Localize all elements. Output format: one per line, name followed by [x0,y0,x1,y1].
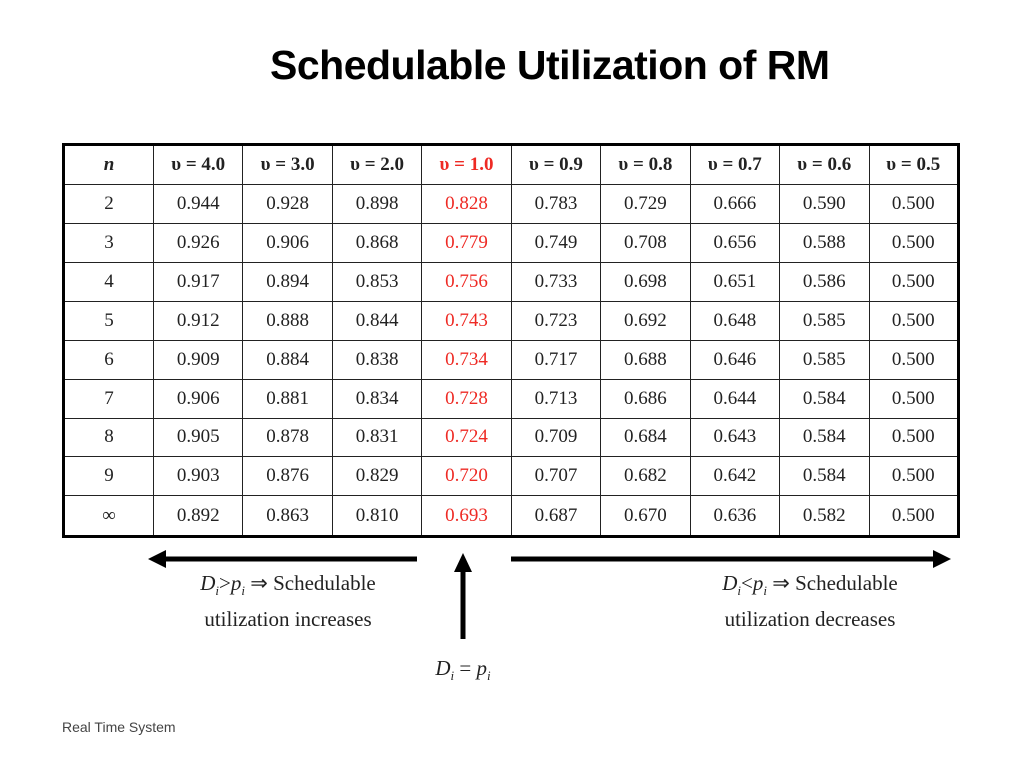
table-cell: 0.928 [242,184,333,224]
table-cell: 0.944 [152,184,244,224]
table-cell: 0.708 [600,222,691,263]
table-cell: 0.684 [600,417,691,458]
table-cell: 0.707 [510,456,602,497]
table-cell: 0.636 [689,495,781,537]
slide-title: Schedulable Utilization of RM [270,42,830,88]
table-cell: 0.500 [868,456,959,497]
table-cell: 0.743 [421,300,512,341]
table-cell: 0.881 [242,378,333,419]
right-annotation: Di<pi ⇒ Schedulable utilization decrease… [722,571,898,632]
table-cell: 0.644 [689,378,781,419]
table-cell: 0.733 [510,261,602,302]
header-1: υ = 3.0 [242,144,333,185]
table-cell: 0.713 [510,378,602,419]
table-cell: 0.729 [600,184,691,224]
table-cell: 0.749 [510,222,602,263]
header-0: υ = 4.0 [152,144,244,185]
table-cell: 0.892 [152,495,244,537]
table-cell: 0.903 [152,456,244,497]
table-cell: 0.884 [242,339,333,380]
table-cell: 0.500 [868,222,959,263]
row-n: 8 [63,417,154,458]
table-cell: 0.687 [510,495,602,537]
table-row: 5 0.912 0.888 0.844 0.743 0.723 0.692 0.648 0.58… [63,300,959,341]
left-annotation: Di>pi ⇒ Schedulable utilization increase… [200,571,376,632]
table-row: 3 0.926 0.906 0.868 0.779 0.749 0.708 0.656 0.58… [63,222,959,263]
right-arrow [511,550,951,568]
table-cell: 0.909 [152,339,244,380]
table-cell: 0.584 [779,456,870,497]
table-cell: 0.585 [779,339,870,380]
table-cell: 0.838 [331,339,423,380]
table-cell: 0.682 [600,456,691,497]
utilization-table: n υ = 4.0 υ = 3.0 υ = 2.0 υ = 1.0 υ = 0.9 υ =… [62,143,960,538]
table-cell: 0.500 [868,495,959,537]
table-cell: 0.878 [242,417,333,458]
table-cell: 0.756 [421,261,512,302]
table-cell: 0.783 [510,184,602,224]
table-cell: 0.728 [421,378,512,419]
table-cell: 0.692 [600,300,691,341]
row-n: 4 [63,261,154,302]
table-cell: 0.500 [868,300,959,341]
table-row: 6 0.909 0.884 0.838 0.734 0.717 0.688 0.646 0.58… [63,339,959,380]
header-6: υ = 0.7 [689,144,781,185]
table-cell: 0.779 [421,222,512,263]
row-n: 6 [63,339,154,380]
table-cell: 0.590 [779,184,870,224]
row-n: 5 [63,300,154,341]
table-cell: 0.810 [331,495,423,537]
table-cell: 0.898 [331,184,423,224]
table-row: 8 0.905 0.878 0.831 0.724 0.709 0.684 0.643 0.58… [63,417,959,458]
table-cell: 0.698 [600,261,691,302]
table-row: 9 0.903 0.876 0.829 0.720 0.707 0.682 0.642 0.58… [63,456,959,497]
table-cell: 0.670 [600,495,691,537]
table-cell: 0.734 [421,339,512,380]
header-5: υ = 0.8 [600,144,691,185]
table-cell: 0.868 [331,222,423,263]
table-row: ∞ 0.892 0.863 0.810 0.693 0.687 0.670 0.636 0.58… [63,495,959,537]
header-3: υ = 1.0 [421,144,512,185]
table-cell: 0.585 [779,300,870,341]
table-header-row: n υ = 4.0 υ = 3.0 υ = 2.0 υ = 1.0 υ = 0.9 υ =… [63,144,959,185]
table-cell: 0.500 [868,184,959,224]
table-cell: 0.693 [421,495,512,537]
header-8: υ = 0.5 [868,144,959,185]
table-cell: 0.926 [152,222,244,263]
table-cell: 0.646 [689,339,781,380]
table-cell: 0.905 [152,417,244,458]
table-cell: 0.666 [689,184,781,224]
table-cell: 0.720 [421,456,512,497]
table-cell: 0.586 [779,261,870,302]
table-cell: 0.724 [421,417,512,458]
footer-text: Real Time System [62,719,176,735]
left-arrow [148,550,417,568]
row-n: ∞ [63,495,154,537]
table-cell: 0.643 [689,417,781,458]
table-cell: 0.500 [868,378,959,419]
table-cell: 0.828 [421,184,512,224]
table-cell: 0.906 [242,222,333,263]
row-n: 2 [63,184,154,224]
table-cell: 0.582 [779,495,870,537]
header-4: υ = 0.9 [510,144,602,185]
table-cell: 0.500 [868,261,959,302]
table-cell: 0.642 [689,456,781,497]
table-cell: 0.651 [689,261,781,302]
header-2: υ = 2.0 [331,144,423,185]
table-cell: 0.500 [868,417,959,458]
header-n: n [63,144,154,185]
header-7: υ = 0.6 [779,144,870,185]
table-cell: 0.863 [242,495,333,537]
center-annotation: Di = pi [435,656,491,684]
table-cell: 0.829 [331,456,423,497]
table-cell: 0.894 [242,261,333,302]
table-row: 2 0.944 0.928 0.898 0.828 0.783 0.729 0.666 0.59… [63,184,959,224]
table-cell: 0.876 [242,456,333,497]
table-row: 7 0.906 0.881 0.834 0.728 0.713 0.686 0.644 0.58… [63,378,959,419]
table-row: 4 0.917 0.894 0.853 0.756 0.733 0.698 0.651 0.58… [63,261,959,302]
table-cell: 0.688 [600,339,691,380]
up-arrow [454,553,472,639]
